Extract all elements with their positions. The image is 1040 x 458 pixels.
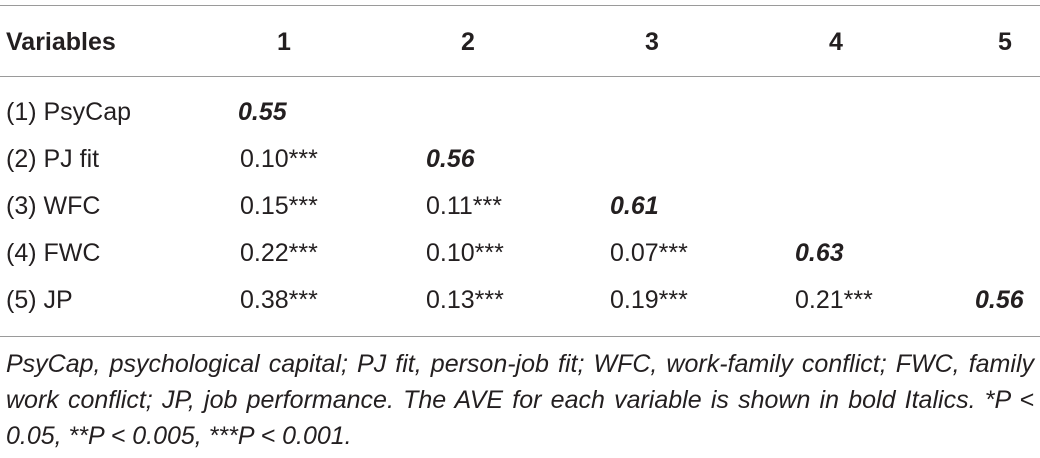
correlation-cell: 0.11***: [426, 192, 502, 220]
ave-value-cell: 0.56: [975, 286, 1024, 314]
correlation-cell: 0.10***: [240, 145, 318, 173]
ave-value-cell: 0.63: [795, 239, 844, 267]
row-label: (2) PJ fit: [6, 145, 100, 173]
row-label: (1) PsyCap: [6, 98, 132, 126]
header-rule: [0, 76, 1040, 77]
correlation-cell: 0.07***: [610, 239, 688, 267]
correlation-cell: 0.15***: [240, 192, 318, 220]
correlation-cell: 0.22***: [240, 239, 318, 267]
correlation-cell: 0.21***: [795, 286, 873, 314]
row-label: (5) JP: [6, 286, 73, 314]
correlation-cell: 0.13***: [426, 286, 504, 314]
header-col-5: 5: [998, 28, 1012, 56]
correlation-cell: 0.19***: [610, 286, 688, 314]
row-label: (4) FWC: [6, 239, 101, 267]
row-label: (3) WFC: [6, 192, 101, 220]
header-col-4: 4: [829, 28, 843, 56]
header-col-2: 2: [461, 28, 475, 56]
ave-value-cell: 0.56: [426, 145, 475, 173]
ave-value-cell: 0.61: [610, 192, 659, 220]
table-footnote: PsyCap, psychological capital; PJ fit, p…: [6, 350, 1034, 450]
header-col-3: 3: [645, 28, 659, 56]
bottom-rule: [0, 336, 1040, 337]
correlation-cell: 0.10***: [426, 239, 504, 267]
header-col-1: 1: [277, 28, 291, 56]
correlation-cell: 0.38***: [240, 286, 318, 314]
top-rule: [0, 5, 1040, 6]
ave-value-cell: 0.55: [238, 98, 287, 126]
header-variables: Variables: [6, 28, 116, 56]
